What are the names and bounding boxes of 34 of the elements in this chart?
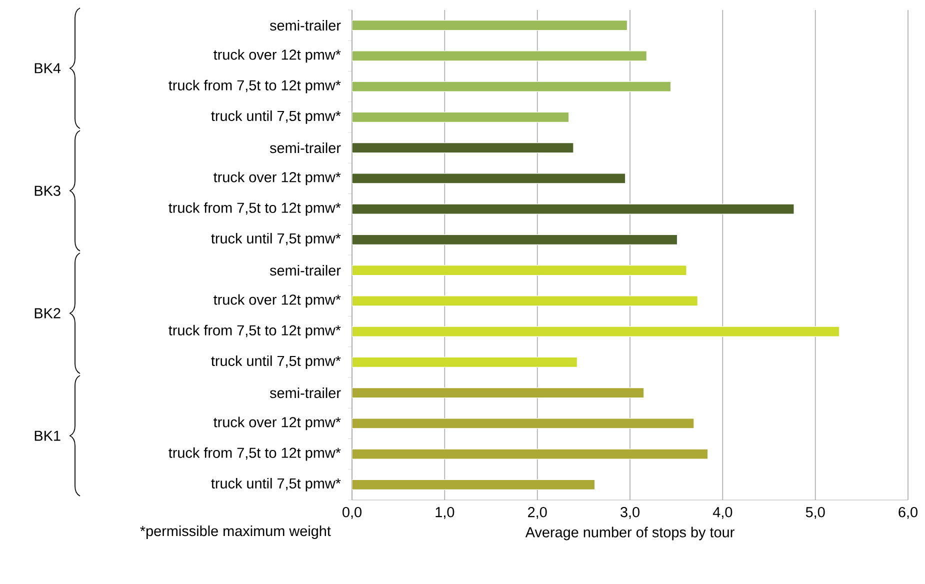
y-tick-label: truck until 7,5t pmw*: [211, 478, 341, 492]
bar: [352, 173, 626, 184]
y-tick-label: semi-trailer: [270, 388, 341, 398]
bar: [352, 20, 628, 31]
x-tick-label: 4,0: [712, 507, 732, 519]
text: BK3: [34, 186, 60, 196]
y-tick-label: semi-trailer: [270, 20, 341, 31]
x-tick-label: 6,0: [898, 507, 918, 519]
x-tick-label: 3,0: [620, 507, 640, 519]
x-tick-label: 0,0: [342, 507, 362, 519]
text: BK4: [34, 63, 61, 74]
y-tick-label: truck until 7,5t pmw*: [211, 355, 341, 369]
x-tick-label: 5,0: [806, 507, 825, 519]
y-tick-label: semi-trailer: [270, 142, 341, 154]
x-tick-label: 2,0: [528, 507, 547, 519]
x-axis-title: Average number of stops by tour: [525, 526, 734, 540]
bar: [352, 234, 678, 245]
text: *permissible maximum weight: [140, 526, 331, 539]
bar: [352, 326, 840, 337]
y-tick-label: semi-trailer: [270, 265, 341, 276]
y-tick-label: truck over 12t pmw*: [214, 294, 341, 308]
text: BK2: [34, 308, 60, 318]
y-tick-label: truck from 7,5t to 12t pmw*: [168, 202, 341, 216]
y-tick-label: truck until 7,5t pmw*: [211, 232, 341, 246]
x-tick-label: 1,0: [436, 507, 454, 519]
y-tick-label: truck over 12t pmw*: [214, 172, 341, 186]
text: BK1: [34, 430, 60, 441]
y-tick-label: truck over 12t pmw*: [214, 416, 341, 430]
bar: [352, 265, 687, 276]
y-tick-label: truck from 7,5t to 12t pmw*: [168, 447, 341, 461]
y-tick-label: truck until 7,5t pmw*: [211, 110, 341, 124]
y-tick-label: truck from 7,5t to 12t pmw*: [168, 80, 341, 94]
y-tick-label: truck over 12t pmw*: [214, 49, 341, 63]
y-tick-label: truck from 7,5t to 12t pmw*: [168, 324, 341, 338]
